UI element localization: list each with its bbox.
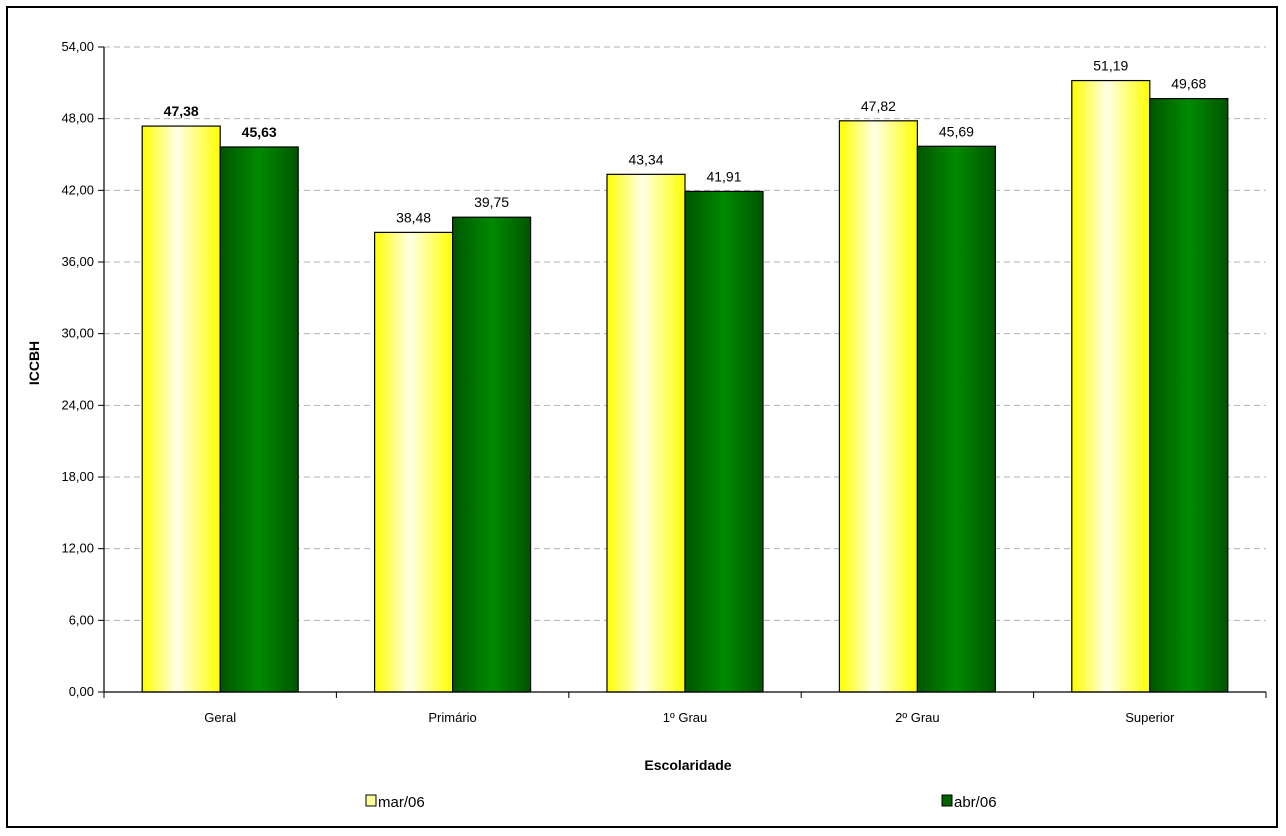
data-label: 43,34 xyxy=(628,151,663,167)
bar-abr06 xyxy=(684,190,764,693)
bar-mar06 xyxy=(606,173,686,693)
bar-mar06 xyxy=(838,120,919,693)
bar-abr06 xyxy=(219,146,299,693)
data-labels: 47,38 45,63 38,48 39,75 43,34 41,91 47,82 45,69… xyxy=(164,58,1207,226)
x-tick-label: Geral xyxy=(204,710,236,725)
legend-swatch xyxy=(941,794,953,807)
data-label: 51,19 xyxy=(1093,58,1128,74)
legend-swatch xyxy=(365,794,377,807)
x-tick-label: Superior xyxy=(1125,710,1175,725)
bar-mar06 xyxy=(1071,79,1151,693)
y-tick-labels: 0,00 6,00 12,00 18,00 24,00 30,00 36,00 42,00 48… xyxy=(61,39,94,699)
data-label: 45,69 xyxy=(939,123,974,139)
y-tick-label: 0,00 xyxy=(69,684,94,699)
bar-mar06 xyxy=(141,125,221,693)
x-axis-title: Escolaridade xyxy=(644,757,731,773)
axes xyxy=(103,47,1266,693)
y-tick-label: 30,00 xyxy=(61,326,94,341)
bar-mar06 xyxy=(374,231,454,693)
y-tick-label: 36,00 xyxy=(61,254,94,269)
bar-abr06 xyxy=(1149,97,1229,693)
legend: mar/06 abr/06 xyxy=(365,794,997,811)
y-axis-title: ICCBH xyxy=(26,341,42,385)
data-label: 38,48 xyxy=(396,209,431,225)
data-label: 47,82 xyxy=(861,98,896,114)
y-tick-label: 42,00 xyxy=(61,182,94,197)
data-label: 39,75 xyxy=(474,194,509,210)
legend-label: mar/06 xyxy=(378,794,425,811)
bars xyxy=(141,79,1229,693)
bar-abr06 xyxy=(452,216,532,693)
data-label: 41,91 xyxy=(706,168,741,184)
y-tick-label: 24,00 xyxy=(61,397,94,412)
data-label: 49,68 xyxy=(1171,76,1206,92)
x-tick-label: Primário xyxy=(428,710,476,725)
data-label: 47,38 xyxy=(164,103,199,119)
y-tick-label: 54,00 xyxy=(61,39,94,54)
y-tick-label: 6,00 xyxy=(69,612,94,627)
data-label: 45,63 xyxy=(242,124,277,140)
x-tick-labels: Geral Primário 1º Grau 2º Grau Superior xyxy=(204,710,1175,725)
y-tick-label: 18,00 xyxy=(61,469,94,484)
legend-label: abr/06 xyxy=(954,794,997,811)
bar-abr06 xyxy=(916,145,997,693)
x-tick-label: 1º Grau xyxy=(663,710,708,725)
x-tick-label: 2º Grau xyxy=(895,710,940,725)
y-tick-label: 12,00 xyxy=(61,541,94,556)
y-tick-label: 48,00 xyxy=(61,111,94,126)
